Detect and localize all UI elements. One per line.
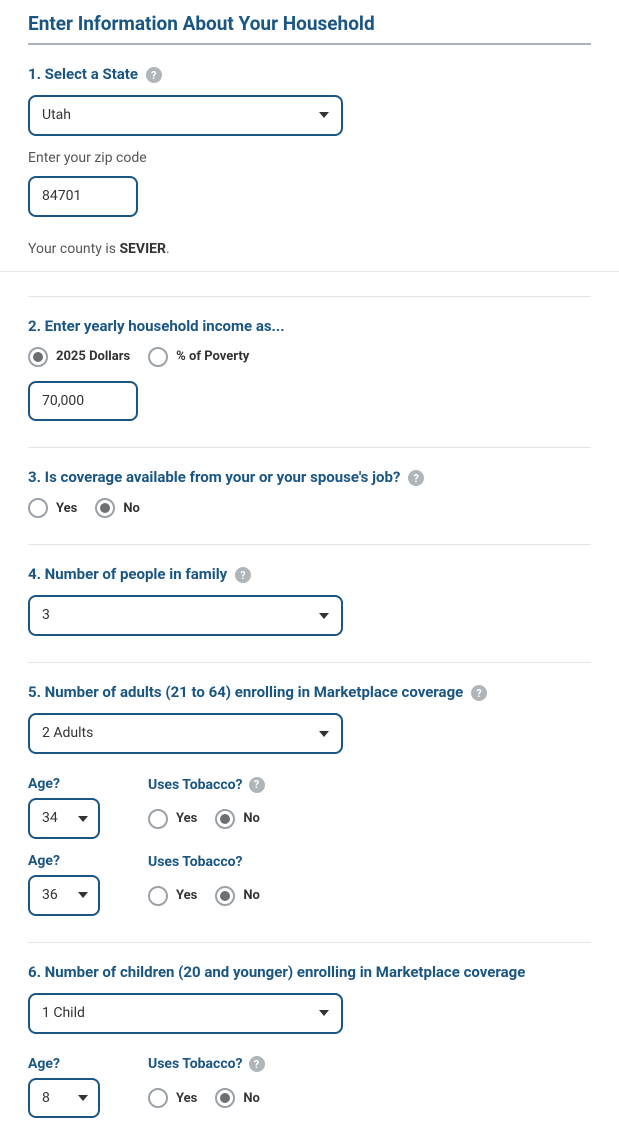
county-name: SEVIER	[119, 241, 166, 257]
help-icon[interactable]: ?	[146, 67, 162, 83]
help-icon[interactable]: ?	[471, 685, 487, 701]
job-coverage-radios: Yes No	[28, 498, 591, 518]
section-3-title-text: 3. Is coverage available from your or yo…	[28, 468, 400, 486]
tobacco-yes-label: Yes	[176, 1091, 197, 1106]
tobacco-radios: Yes No	[148, 799, 265, 839]
section-1-title: 1. Select a State ?	[28, 65, 591, 83]
divider	[28, 942, 591, 943]
divider	[28, 544, 591, 545]
section-6-title: 6. Number of children (20 and younger) e…	[28, 963, 591, 981]
child-row: Age? 8 Uses Tobacco? ? Yes No	[28, 1056, 591, 1119]
page-title: Enter Information About Your Household	[28, 12, 591, 45]
radio-dollars[interactable]: 2025 Dollars	[28, 347, 130, 367]
radio-yes[interactable]: Yes	[28, 498, 77, 518]
radio-icon	[215, 809, 235, 829]
tobacco-no[interactable]: No	[215, 809, 260, 829]
tobacco-label: Uses Tobacco?	[148, 1056, 243, 1072]
radio-icon	[28, 498, 48, 518]
age-label: Age?	[28, 1056, 118, 1072]
section-1-title-text: 1. Select a State	[28, 65, 138, 83]
tobacco-yes[interactable]: Yes	[148, 1088, 197, 1108]
adult-age-select[interactable]: 34	[28, 798, 100, 839]
age-label: Age?	[28, 776, 118, 792]
adult-row: Age? 34 Uses Tobacco? ? Yes No	[28, 776, 591, 839]
divider	[28, 447, 591, 448]
radio-icon	[148, 886, 168, 906]
section-4-title-text: 4. Number of people in family	[28, 565, 227, 583]
tobacco-no-label: No	[243, 888, 260, 903]
zip-label: Enter your zip code	[28, 150, 591, 166]
divider	[0, 271, 619, 272]
zip-input[interactable]	[28, 176, 138, 217]
adults-count-select[interactable]: 2 Adults	[28, 713, 343, 754]
help-icon[interactable]: ?	[249, 1056, 265, 1072]
radio-icon	[28, 347, 48, 367]
tobacco-label: Uses Tobacco?	[148, 777, 243, 793]
radio-icon	[95, 498, 115, 518]
radio-poverty[interactable]: % of Poverty	[148, 347, 249, 367]
section-5-title-text: 5. Number of adults (21 to 64) enrolling…	[28, 683, 463, 701]
radio-poverty-label: % of Poverty	[176, 349, 249, 364]
tobacco-no[interactable]: No	[215, 1088, 260, 1108]
tobacco-label: Uses Tobacco?	[148, 854, 243, 870]
children-count-select[interactable]: 1 Child	[28, 993, 343, 1034]
section-4-title: 4. Number of people in family ?	[28, 565, 591, 583]
tobacco-no-label: No	[243, 1091, 260, 1106]
help-icon[interactable]: ?	[408, 470, 424, 486]
divider	[28, 296, 591, 297]
tobacco-no-label: No	[243, 811, 260, 826]
radio-icon	[148, 809, 168, 829]
adult-row: Age? 36 Uses Tobacco? Yes No	[28, 853, 591, 916]
radio-no[interactable]: No	[95, 498, 140, 518]
radio-icon	[215, 886, 235, 906]
county-line: Your county is SEVIER.	[28, 241, 591, 257]
divider	[28, 662, 591, 663]
tobacco-yes[interactable]: Yes	[148, 886, 197, 906]
income-input[interactable]	[28, 381, 138, 422]
radio-no-label: No	[123, 501, 140, 516]
county-suffix: .	[166, 241, 170, 257]
child-age-select[interactable]: 8	[28, 1078, 100, 1119]
age-label: Age?	[28, 853, 118, 869]
radio-icon	[148, 347, 168, 367]
radio-icon	[215, 1088, 235, 1108]
help-icon[interactable]: ?	[235, 567, 251, 583]
radio-icon	[148, 1088, 168, 1108]
section-3-title: 3. Is coverage available from your or yo…	[28, 468, 591, 486]
county-prefix: Your county is	[28, 241, 119, 257]
income-type-radios: 2025 Dollars % of Poverty	[28, 347, 591, 367]
radio-yes-label: Yes	[56, 501, 77, 516]
family-size-select[interactable]: 3	[28, 595, 343, 636]
section-5-title: 5. Number of adults (21 to 64) enrolling…	[28, 683, 591, 701]
tobacco-radios: Yes No	[148, 876, 260, 916]
adult-age-select[interactable]: 36	[28, 875, 100, 916]
tobacco-yes-label: Yes	[176, 811, 197, 826]
section-2-title: 2. Enter yearly household income as...	[28, 317, 591, 335]
tobacco-yes[interactable]: Yes	[148, 809, 197, 829]
tobacco-yes-label: Yes	[176, 888, 197, 903]
radio-dollars-label: 2025 Dollars	[56, 349, 130, 364]
state-select[interactable]: Utah	[28, 95, 343, 136]
tobacco-radios: Yes No	[148, 1078, 265, 1118]
tobacco-no[interactable]: No	[215, 886, 260, 906]
help-icon[interactable]: ?	[249, 777, 265, 793]
